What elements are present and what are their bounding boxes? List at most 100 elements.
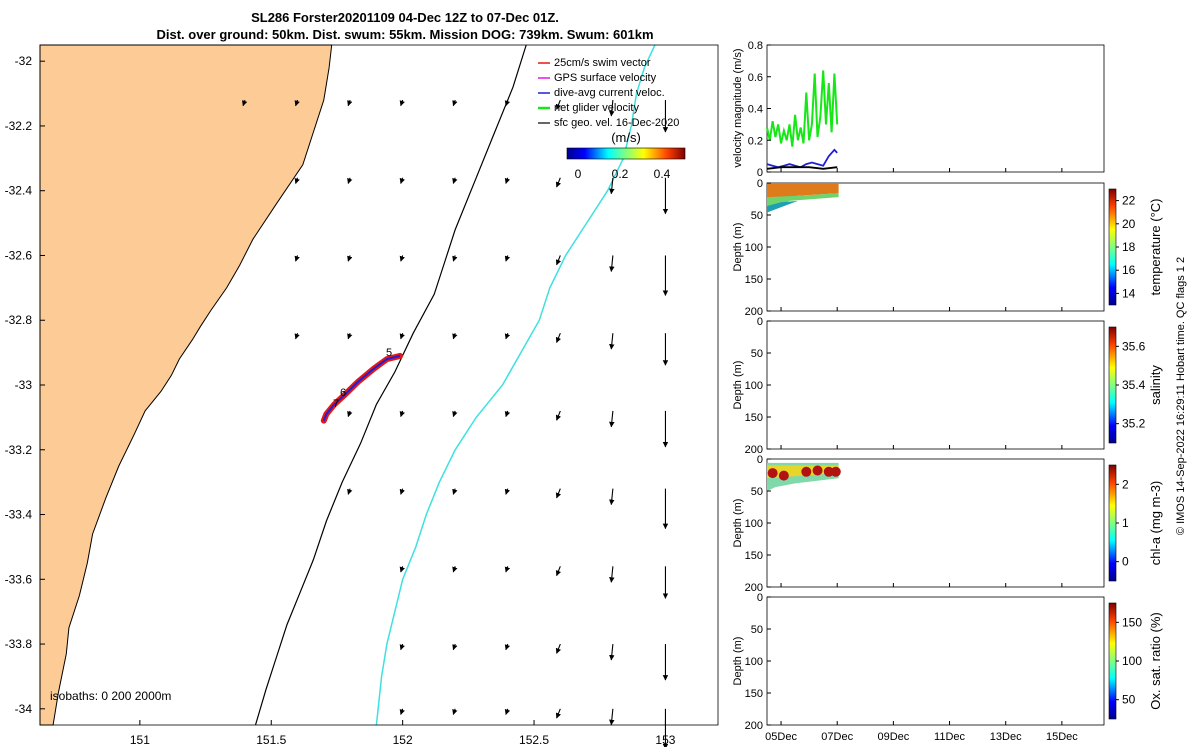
geo-vector-arrow (504, 566, 511, 573)
speed-colorbar-tick-0: 0 (575, 167, 582, 181)
land-mass (39, 44, 333, 726)
chl-data-patch (830, 466, 841, 477)
profile-y-tick-label: 0 (757, 454, 763, 466)
speed-colorbar-tick-2: 0.4 (654, 167, 671, 181)
geo-vector-arrow (555, 708, 562, 719)
geo-vector-arrow (399, 488, 405, 495)
velocity-y-tick-label: 0 (757, 167, 763, 179)
profile-y-tick-label: 50 (751, 348, 763, 360)
profile-colorbar-tick-label: 20 (1122, 217, 1136, 231)
geo-vector-arrow (452, 177, 458, 184)
profile-y-tick-label: 50 (751, 486, 763, 498)
velocity-y-tick-label: 0.8 (748, 40, 763, 52)
geo-vector-arrow (555, 643, 562, 654)
map-y-tick-label: -33.2 (5, 443, 33, 457)
track-label-6: 6 (340, 387, 346, 399)
profile-y-tick-label: 150 (745, 274, 763, 286)
isobath-2000m-line (375, 44, 656, 726)
profile-colorbar-tick-label: 150 (1122, 615, 1142, 629)
profile-y-tick-label: 0 (757, 316, 763, 328)
geo-vector-arrow (609, 410, 615, 428)
geo-vector-arrow (294, 177, 300, 184)
date-tick-label: 11Dec (934, 731, 965, 743)
profile-colorbar (1108, 188, 1117, 306)
chl-data-patch (801, 466, 812, 477)
geo-vector-arrow (609, 333, 615, 350)
date-tick-label: 07Dec (821, 731, 853, 743)
geo-vector-arrow (504, 643, 511, 651)
geo-vector-arrow (399, 708, 405, 716)
map-y-tick-label: -33 (15, 378, 33, 392)
profile-ylabel: Depth (m) (732, 637, 744, 686)
geo-vector-arrow (399, 255, 405, 262)
map-x-tick-label: 152 (393, 733, 413, 747)
title-line-2: Dist. over ground: 50km. Dist. swum: 55k… (156, 27, 653, 42)
chl-data-patch (767, 468, 778, 479)
velocity-ylabel: velocity magnitude (m/s) (732, 48, 744, 167)
profile-y-tick-label: 0 (757, 178, 763, 190)
profile-colorbar-tick-label: 100 (1122, 654, 1142, 668)
geo-vector-arrow (399, 99, 405, 107)
date-tick-label: 15Dec (1046, 731, 1078, 743)
side-credit: © IMOS 14-Sep-2022 16:29:11 Hobart time.… (1175, 257, 1187, 535)
legend-swim-label: 25cm/s swim vector (554, 57, 651, 69)
geo-vector-arrow (504, 99, 511, 107)
geo-vector-arrow (347, 410, 353, 418)
map-y-tick-label: -33.8 (5, 637, 33, 651)
map-x-tick-label: 152.5 (519, 733, 549, 747)
speed-colorbar-tick-1: 0.2 (612, 167, 629, 181)
profile-colorbar-tick-label: 35.4 (1122, 378, 1146, 392)
profile-y-tick-label: 200 (745, 720, 763, 732)
geo-vector-arrow (555, 99, 562, 110)
map-y-tick-label: -32 (15, 54, 33, 68)
date-tick-label: 13Dec (990, 731, 1022, 743)
track-label-7: 7 (333, 398, 339, 410)
profile-panel-2: 0 50 100 150 200 Depth (m) 0 1 2 chl-a (mg m-3) (732, 454, 1163, 594)
legend-net-glider-label: net glider velocity (554, 102, 639, 114)
velocity-series (766, 70, 839, 170)
profile-colorbar (1108, 326, 1117, 444)
geo-vector-arrow (609, 255, 615, 272)
geo-vector-arrow (504, 488, 511, 495)
velocity-y-tick-label: 0.4 (748, 104, 763, 116)
profile-frame (766, 596, 1105, 726)
geo-vector-arrow (399, 177, 405, 184)
profile-ylabel: Depth (m) (732, 223, 744, 272)
legend-dive-avg-label: dive-avg current veloc. (554, 87, 665, 99)
profile-frame (766, 182, 1105, 312)
geo-vector-arrow (504, 410, 511, 418)
geo-vector-arrow (452, 255, 458, 262)
geo-vector-arrow (609, 708, 615, 726)
profile-y-tick-label: 0 (757, 592, 763, 604)
profile-colorbar-label: salinity (1148, 365, 1163, 405)
profile-y-tick-label: 200 (745, 582, 763, 594)
legend-gps-label: GPS surface velocity (554, 72, 657, 84)
geo-vector-arrow (504, 255, 511, 262)
date-axis: 05Dec 07Dec 09Dec 11Dec 13Dec 15Dec (765, 731, 1078, 743)
geo-vector-arrow (399, 643, 405, 651)
geo-vector-arrow (555, 255, 562, 266)
profile-panel-0: 0 50 100 150 200 Depth (m) 14 16 18 20 22 temperatu… (732, 178, 1163, 318)
geo-vector-arrow (452, 488, 458, 495)
profile-colorbar-tick-label: 1 (1122, 516, 1129, 530)
isobath-200m-line (254, 44, 527, 726)
profile-colorbar-tick-label: 2 (1122, 477, 1129, 491)
velocity-series-line (766, 166, 838, 170)
geo-vector-arrow (504, 708, 511, 716)
map-y-tick-label: -33.6 (5, 572, 33, 586)
geo-vector-arrow (452, 410, 458, 418)
profile-colorbar-tick-label: 16 (1122, 263, 1136, 277)
legend-geo-label: sfc geo. vel. 16-Dec-2020 (554, 117, 679, 129)
profile-colorbar-tick-label: 18 (1122, 240, 1136, 254)
geo-vector-arrow (555, 332, 562, 343)
title-line-1: SL286 Forster20201109 04-Dec 12Z to 07-D… (251, 10, 559, 25)
map-x-tick-label: 153 (655, 733, 675, 747)
geo-vector-arrow (504, 333, 511, 340)
geo-vector-arrow (347, 177, 353, 184)
velocity-axes: 0 0.2 0.4 0.6 0.8 (748, 40, 1063, 179)
velocity-y-tick-label: 0.6 (748, 72, 763, 84)
geo-vector-arrow (555, 177, 562, 188)
profile-colorbar-label: Ox. sat. ratio (%) (1148, 612, 1163, 710)
map-y-tick-label: -32.8 (5, 313, 33, 327)
map-x-tick-label: 151.5 (256, 733, 286, 747)
